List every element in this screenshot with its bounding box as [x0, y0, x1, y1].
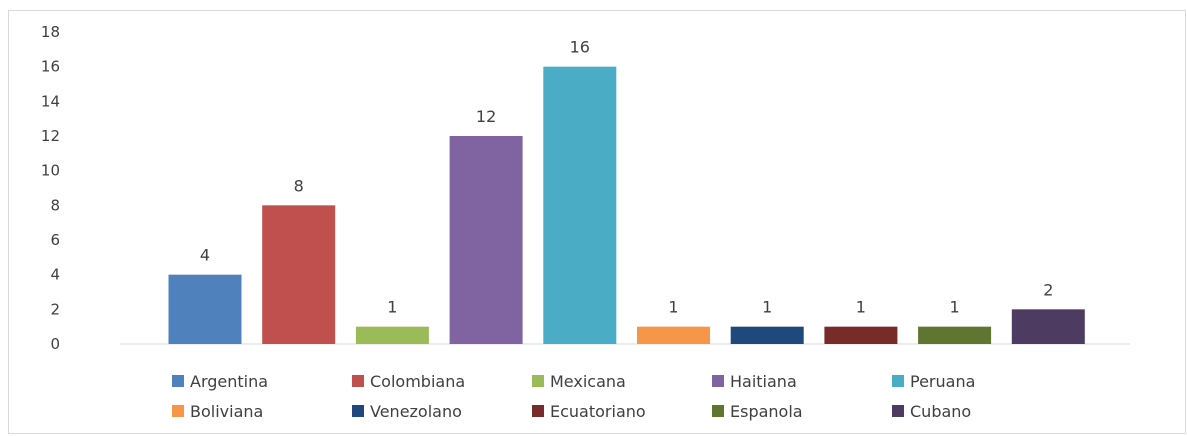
y-tick-label: 14	[41, 92, 60, 110]
legend-label: Peruana	[910, 371, 976, 391]
bar-mexicana	[355, 326, 429, 344]
legend-label: Ecuatoriano	[550, 401, 646, 421]
legend-row-2: Boliviana Venezolano Ecuatoriano Espanol…	[172, 396, 1072, 426]
y-tick-label: 2	[50, 300, 60, 318]
legend-item-espanola: Espanola	[712, 402, 892, 421]
legend-row-1: Argentina Colombiana Mexicana Haitiana P…	[172, 366, 1072, 396]
legend-swatch	[892, 405, 904, 417]
data-label: 1	[668, 298, 678, 317]
bar-peruana	[543, 66, 617, 345]
legend-label: Colombiana	[370, 371, 466, 391]
data-label: 1	[762, 298, 772, 317]
bar-argentina	[168, 274, 242, 344]
data-label: 2	[1043, 280, 1053, 299]
data-label: 1	[856, 298, 866, 317]
bar-colombiana	[262, 205, 336, 344]
legend: Argentina Colombiana Mexicana Haitiana P…	[172, 366, 1072, 426]
legend-label: Espanola	[730, 401, 803, 421]
legend-swatch	[172, 375, 184, 387]
legend-swatch	[712, 405, 724, 417]
legend-item-peruana: Peruana	[892, 372, 1052, 391]
y-tick-label: 8	[50, 196, 60, 214]
bar-ecuatoriano	[824, 326, 898, 344]
legend-swatch	[712, 375, 724, 387]
legend-item-argentina: Argentina	[172, 372, 352, 391]
legend-label: Cubano	[910, 401, 972, 421]
bar-cubano	[1011, 309, 1085, 344]
legend-item-boliviana: Boliviana	[172, 402, 352, 421]
data-label: 1	[387, 298, 397, 317]
y-axis: 0 2 4 6 8 10 12 14 16 18	[41, 23, 60, 353]
legend-label: Boliviana	[190, 401, 264, 421]
legend-label: Mexicana	[550, 371, 626, 391]
y-tick-label: 18	[41, 23, 60, 41]
y-tick-label: 6	[50, 231, 60, 249]
legend-label: Haitiana	[730, 371, 797, 391]
legend-item-colombiana: Colombiana	[352, 372, 532, 391]
legend-swatch	[352, 375, 364, 387]
legend-swatch	[532, 375, 544, 387]
bars	[168, 66, 1085, 345]
legend-item-haitiana: Haitiana	[712, 372, 892, 391]
data-label: 8	[294, 176, 304, 195]
legend-swatch	[532, 405, 544, 417]
bar-espanola	[918, 326, 992, 344]
legend-swatch	[892, 375, 904, 387]
legend-item-venezolano: Venezolano	[352, 402, 532, 421]
legend-label: Argentina	[190, 371, 269, 391]
data-label: 1	[950, 298, 960, 317]
bar-haitiana	[449, 136, 523, 344]
data-label: 4	[200, 246, 210, 265]
data-label: 12	[476, 107, 496, 126]
bar-boliviana	[637, 326, 710, 344]
y-tick-label: 16	[41, 58, 60, 76]
legend-item-ecuatoriano: Ecuatoriano	[532, 402, 712, 421]
legend-item-cubano: Cubano	[892, 402, 1052, 421]
data-label: 16	[570, 38, 590, 57]
legend-item-mexicana: Mexicana	[532, 372, 712, 391]
bar-venezolano	[730, 326, 804, 344]
y-tick-label: 12	[41, 127, 60, 145]
y-tick-label: 0	[50, 335, 60, 353]
legend-swatch	[352, 405, 364, 417]
y-tick-label: 10	[41, 162, 60, 180]
legend-label: Venezolano	[370, 401, 462, 421]
y-tick-label: 4	[50, 266, 60, 284]
legend-swatch	[172, 405, 184, 417]
